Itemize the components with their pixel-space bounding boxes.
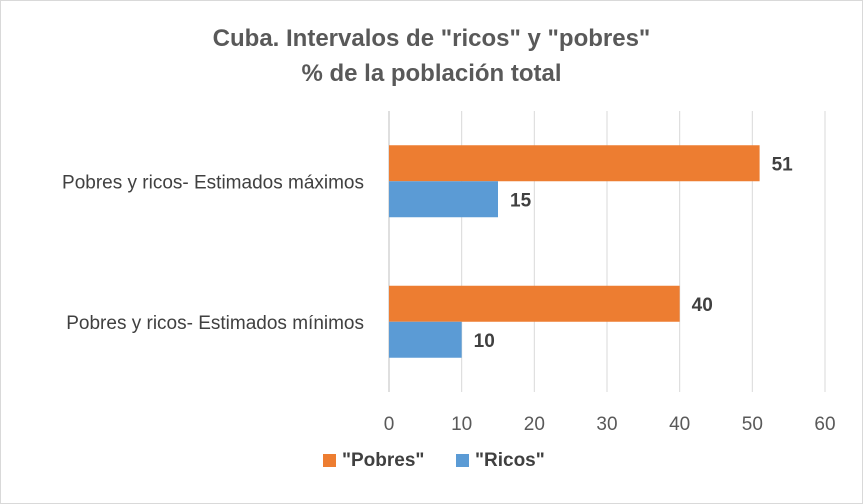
- bar-pobres: [389, 285, 680, 322]
- bar-pobres: [389, 145, 760, 182]
- x-tick-label: 20: [524, 414, 545, 435]
- category-label: Pobres y ricos- Estimados máximos: [62, 172, 364, 193]
- data-label: 51: [772, 154, 794, 175]
- category-label: Pobres y ricos- Estimados mínimos: [66, 313, 364, 334]
- chart-title: Cuba. Intervalos de "ricos" y "pobres": [212, 25, 651, 52]
- x-tick-label: 30: [596, 414, 617, 435]
- x-tick-label: 0: [384, 414, 395, 435]
- legend-label: "Pobres": [342, 450, 424, 471]
- data-label: 10: [474, 331, 495, 352]
- x-tick-label: 40: [669, 414, 690, 435]
- chart-subtitle: % de la población total: [301, 60, 562, 87]
- x-tick-label: 50: [742, 414, 763, 435]
- legend-label: "Ricos": [475, 450, 545, 471]
- legend-swatch-pobres: [323, 454, 336, 467]
- data-label: 40: [692, 295, 713, 316]
- x-tick-label: 10: [451, 414, 472, 435]
- bar-ricos: [389, 181, 498, 218]
- x-tick-label: 60: [814, 414, 835, 435]
- bar-ricos: [389, 321, 462, 358]
- legend-swatch-ricos: [456, 454, 469, 467]
- data-label: 15: [510, 190, 532, 211]
